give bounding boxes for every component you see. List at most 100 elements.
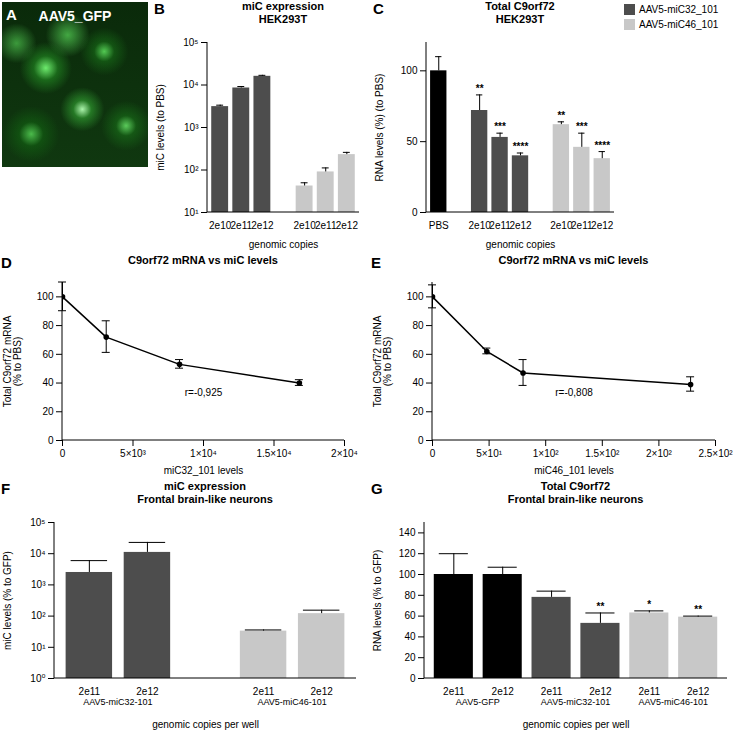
svg-text:genomic copies per well: genomic copies per well: [523, 719, 630, 730]
html-text:Total C9orf72 Frontal brain-li: Total C9orf72 Frontal brain-like neurons: [507, 480, 644, 505]
svg-text:10²: 10²: [31, 610, 46, 621]
svg-text:20: 20: [412, 406, 424, 417]
svg-text:10²: 10²: [184, 164, 199, 175]
svg-text:10³: 10³: [184, 122, 199, 133]
svg-text:60: 60: [404, 610, 416, 621]
svg-text:60: 60: [412, 349, 424, 360]
svg-text:genomic copies per well: genomic copies per well: [152, 719, 259, 730]
svg-text:100: 100: [401, 65, 418, 76]
svg-text:2e12: 2e12: [509, 220, 532, 231]
svg-text:r=-0,808: r=-0,808: [555, 387, 593, 398]
svg-text:20: 20: [404, 652, 416, 663]
svg-text:2e12: 2e12: [492, 686, 515, 697]
svg-text:80: 80: [404, 590, 416, 601]
svg-text:0: 0: [48, 435, 54, 446]
svg-text:40: 40: [42, 377, 54, 388]
svg-text:0: 0: [412, 207, 418, 218]
svg-text:Total C9orf72 mRNA(% to PBS): Total C9orf72 mRNA(% to PBS): [372, 315, 393, 407]
svg-text:*: *: [647, 599, 651, 610]
svg-text:2e11: 2e11: [443, 686, 465, 697]
svg-text:50: 50: [406, 136, 418, 147]
svg-text:1×10²: 1×10²: [533, 448, 560, 459]
svg-text:2e11: 2e11: [253, 686, 275, 697]
svg-text:5×10¹: 5×10¹: [476, 448, 503, 459]
svg-text:1×10⁴: 1×10⁴: [190, 448, 217, 459]
svg-text:10⁴: 10⁴: [183, 79, 198, 90]
svg-text:80: 80: [412, 320, 424, 331]
svg-text:2e12: 2e12: [687, 686, 710, 697]
svg-text:2e10: 2e10: [209, 220, 232, 231]
svg-text:120: 120: [399, 548, 416, 559]
svg-text:20: 20: [42, 406, 54, 417]
svg-text:***: ***: [494, 121, 506, 132]
svg-text:2e12: 2e12: [311, 686, 334, 697]
svg-text:miC levels (% to GFP): miC levels (% to GFP): [2, 551, 13, 650]
svg-text:miC levels (to PBS): miC levels (to PBS): [155, 84, 166, 171]
svg-text:2e11: 2e11: [231, 220, 253, 231]
svg-text:miC46_101 levels: miC46_101 levels: [534, 465, 614, 476]
svg-text:40: 40: [412, 377, 424, 388]
svg-text:0: 0: [430, 448, 436, 459]
svg-text:RNA levels (%) (to PBS): RNA levels (%) (to PBS): [374, 74, 385, 182]
svg-text:80: 80: [42, 320, 54, 331]
svg-text:100: 100: [407, 291, 424, 302]
svg-text:PBS: PBS: [429, 220, 449, 231]
svg-text:**: **: [557, 110, 565, 121]
svg-text:2e11: 2e11: [315, 220, 337, 231]
svg-text:10¹: 10¹: [31, 642, 46, 653]
svg-text:2e10: 2e10: [550, 220, 573, 231]
svg-text:AAV5-miC46-101: AAV5-miC46-101: [639, 697, 708, 707]
svg-text:140: 140: [399, 527, 416, 538]
svg-text:****: ****: [513, 141, 529, 152]
svg-text:2e11: 2e11: [79, 686, 101, 697]
svg-text:2.5×10²: 2.5×10²: [698, 448, 733, 459]
svg-text:2e10: 2e10: [293, 220, 316, 231]
svg-text:2e12: 2e12: [589, 686, 612, 697]
svg-text:***: ***: [576, 121, 588, 132]
html-text:Total C9orf72 HEK293T: Total C9orf72 HEK293T: [485, 0, 555, 25]
svg-text:60: 60: [42, 349, 54, 360]
svg-text:10¹: 10¹: [184, 207, 199, 218]
svg-text:10⁴: 10⁴: [30, 548, 45, 559]
svg-text:0: 0: [418, 435, 424, 446]
svg-text:AAV5-miC32-101: AAV5-miC32-101: [83, 697, 152, 707]
svg-text:2e12: 2e12: [136, 686, 159, 697]
svg-text:10³: 10³: [31, 579, 46, 590]
svg-text:5×10³: 5×10³: [120, 448, 147, 459]
svg-text:10⁰: 10⁰: [30, 673, 45, 684]
svg-text:2×10⁴: 2×10⁴: [331, 448, 358, 459]
svg-text:Total C9orf72 mRNA(% to PBS): Total C9orf72 mRNA(% to PBS): [2, 315, 23, 407]
svg-text:**: **: [476, 83, 484, 94]
svg-text:2e11: 2e11: [639, 686, 661, 697]
svg-text:0: 0: [60, 448, 66, 459]
svg-text:genomic copies: genomic copies: [486, 239, 555, 250]
svg-text:**: **: [694, 604, 702, 615]
svg-text:40: 40: [404, 631, 416, 642]
svg-text:100: 100: [399, 569, 416, 580]
svg-text:2e12: 2e12: [251, 220, 274, 231]
svg-text:2e12: 2e12: [336, 220, 359, 231]
svg-text:2e11: 2e11: [541, 686, 563, 697]
svg-text:**: **: [597, 601, 605, 612]
svg-text:AAV5-miC32-101: AAV5-miC32-101: [541, 697, 610, 707]
svg-text:10⁵: 10⁵: [30, 517, 45, 528]
svg-text:1.5×10⁴: 1.5×10⁴: [256, 448, 291, 459]
html-text:miC expression Frontal brain-l: miC expression Frontal brain-like neuron…: [137, 480, 273, 505]
svg-text:****: ****: [594, 140, 610, 151]
svg-text:RNA levels (% to GFP): RNA levels (% to GFP): [372, 550, 383, 652]
svg-text:100: 100: [37, 291, 54, 302]
svg-text:10⁵: 10⁵: [183, 37, 198, 48]
svg-text:AAV5-miC46-101: AAV5-miC46-101: [257, 697, 326, 707]
svg-text:2e11: 2e11: [489, 220, 511, 231]
html-text:miC expression HEK293T: miC expression HEK293T: [242, 0, 324, 25]
svg-text:r=-0,925: r=-0,925: [185, 387, 223, 398]
svg-text:2e12: 2e12: [591, 220, 614, 231]
svg-text:genomic copies: genomic copies: [249, 239, 318, 250]
svg-text:2e11: 2e11: [571, 220, 593, 231]
svg-text:0: 0: [410, 673, 416, 684]
svg-text:miC32_101 levels: miC32_101 levels: [164, 465, 244, 476]
svg-text:2e10: 2e10: [469, 220, 492, 231]
svg-text:AAV5-GFP: AAV5-GFP: [456, 697, 500, 707]
svg-text:2×10²: 2×10²: [646, 448, 673, 459]
svg-text:1.5×10²: 1.5×10²: [585, 448, 620, 459]
